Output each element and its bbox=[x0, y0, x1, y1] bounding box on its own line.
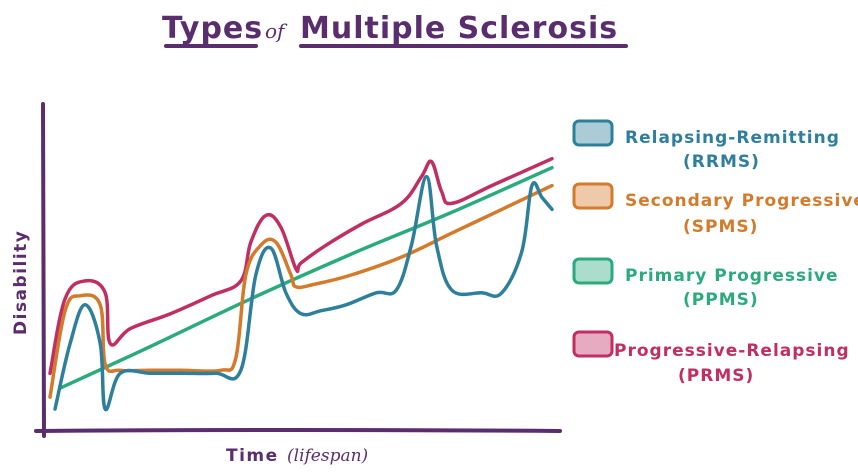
legend-item-prms: Progressive-Relapsing (PRMS) bbox=[572, 330, 850, 386]
legend-label-spms: Secondary Progressive bbox=[625, 191, 858, 211]
y-axis-label: Disability bbox=[11, 230, 31, 335]
axes bbox=[34, 102, 562, 438]
legend-item-ppms: Primary Progressive (PPMS) bbox=[572, 257, 839, 310]
legend-label-rrms: Relapsing-Remitting bbox=[625, 128, 840, 148]
x-axis bbox=[34, 428, 562, 433]
series-line-rrms bbox=[53, 174, 554, 412]
title-multiple-sclerosis: Multiple Sclerosis bbox=[300, 11, 618, 46]
title-types: Types bbox=[162, 11, 263, 46]
legend-abbr-rrms: (RRMS) bbox=[683, 152, 760, 172]
x-axis-label: Time bbox=[226, 446, 279, 466]
legend-swatch-ppms bbox=[572, 257, 614, 285]
legend-item-rrms: Relapsing-Remitting (RRMS) bbox=[572, 119, 840, 172]
chart-title: Types of Multiple Sclerosis bbox=[162, 11, 628, 48]
y-axis bbox=[41, 102, 46, 438]
legend-abbr-prms: (PRMS) bbox=[678, 366, 754, 386]
legend-abbr-spms: (SPMS) bbox=[683, 217, 758, 237]
title-of: of bbox=[265, 19, 288, 43]
series-line-prms bbox=[48, 156, 554, 376]
series-line-ppms bbox=[58, 165, 554, 390]
legend-abbr-ppms: (PPMS) bbox=[683, 290, 759, 310]
x-axis-sublabel: (lifespan) bbox=[287, 446, 368, 466]
series-line-spms bbox=[48, 183, 554, 399]
legend-item-spms: Secondary Progressive (SPMS) bbox=[572, 182, 858, 237]
legend-swatch-rrms bbox=[572, 119, 614, 147]
legend-swatch-prms bbox=[572, 330, 614, 358]
legend-label-ppms: Primary Progressive bbox=[625, 266, 839, 286]
legend-label-prms: Progressive-Relapsing bbox=[614, 341, 850, 361]
legend: Relapsing-Remitting (RRMS) Secondary Pro… bbox=[572, 119, 858, 386]
series-layer bbox=[48, 156, 554, 412]
legend-swatch-spms bbox=[572, 182, 614, 210]
